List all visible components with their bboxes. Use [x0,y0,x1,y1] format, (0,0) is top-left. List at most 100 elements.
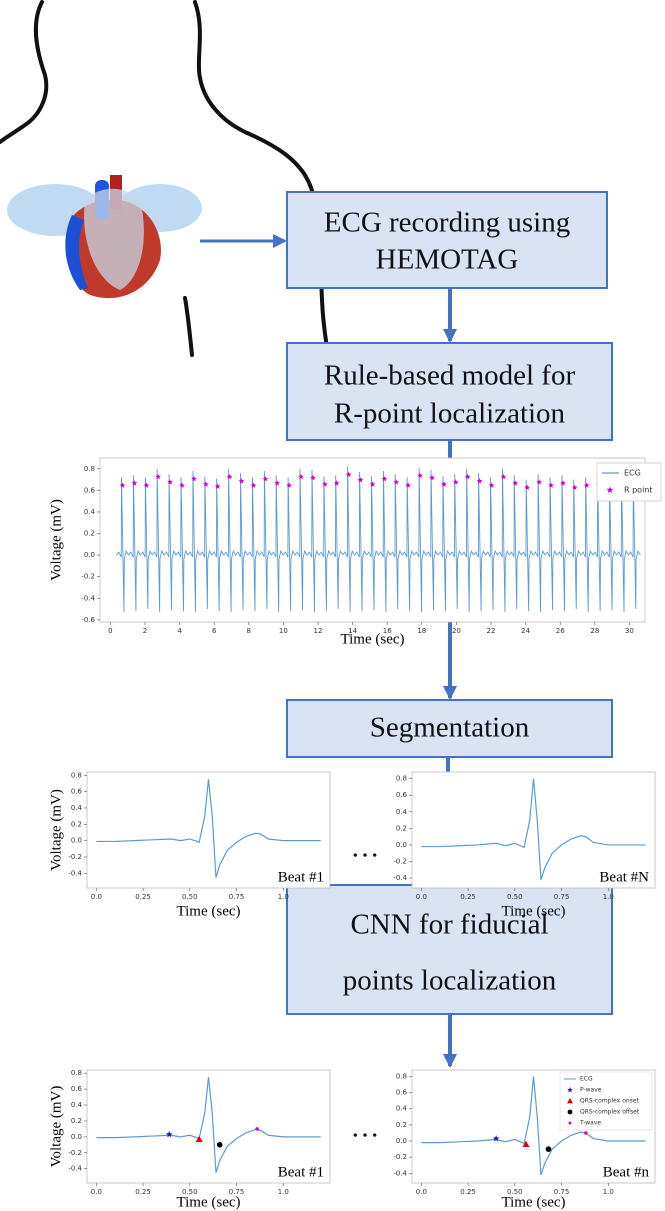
fiducial-marker [567,1109,573,1115]
ecg-beat [247,477,260,612]
r-point [524,484,531,491]
beat-label: Beat #n [603,1164,650,1180]
x-tick-label: 0.50 [182,893,198,901]
fiducial-marker [545,1146,552,1152]
plot-frame [411,771,656,889]
r-point [274,480,281,486]
x-tick-label: 30 [625,627,634,635]
x-tick-label: 26 [556,627,565,635]
y-tick-label: 0.8 [84,465,95,473]
x-tick-label: 0 [108,627,112,635]
ecg-beat [199,476,213,610]
ecg-beat [556,475,570,612]
plot-frame [86,771,331,889]
x-tick-label: 0.50 [507,893,523,901]
legend-label: T-wave [579,1120,601,1127]
x-tick-label: 1.0 [278,893,289,901]
x-tick-label: 4 [177,627,182,635]
legend-label: ECG [580,1076,593,1083]
legend-label: R point [624,486,653,495]
ecg-beat [449,474,463,610]
y-tick-label: 0.8 [396,775,407,783]
x-tick-label: 10 [279,627,288,635]
ecg-beat [116,477,129,613]
r-point [143,482,150,488]
r-point [286,482,292,488]
y-tick-label: 0.0 [84,551,95,559]
y-tick-label: 0.2 [396,1121,407,1129]
r-point [488,482,495,488]
flow-boxes: ECG recording using HEMOTAG Rule-based mod… [286,191,613,1015]
ecg-beat [211,478,225,612]
x-tick-label: 14 [348,627,357,635]
y-tick-label: 0.6 [396,1089,408,1097]
x-tick-label: 0.75 [554,1188,570,1196]
legend-box [596,462,662,502]
fiducial-marker [492,1135,500,1142]
r-point [262,475,269,482]
process-box [286,342,613,441]
y-tick-label: 0.6 [396,791,408,799]
legend-label: QRS-complex offset [580,1109,640,1116]
x-axis-label: Time (sec) [176,1194,240,1210]
x-tick-label: 0.25 [135,893,151,901]
x-tick-label: 0.75 [229,893,245,901]
box-text: Rule-based model for [324,360,576,392]
ecg-beat [544,477,558,611]
x-axis-label: Time (sec) [501,1194,565,1210]
y-tick-label: -0.2 [68,853,82,861]
ecg-beat [568,479,582,610]
y-tick-label: -0.4 [393,874,407,882]
y-tick-label: 0.0 [396,1137,407,1145]
ecg-beat [318,476,332,612]
box-text: CNN for fiducial [350,909,548,941]
y-tick-label: -0.4 [68,869,82,877]
y-tick-label: 0.8 [71,771,82,779]
x-tick-label: 28 [590,627,599,635]
r-point [191,475,197,482]
r-point [238,478,245,484]
r-point [369,481,376,487]
y-axis-label: Voltage (mV) [48,499,64,581]
x-tick-label: 0.0 [416,1188,427,1196]
y-tick-label: 0.4 [396,1105,408,1113]
r-point [452,479,459,485]
ecg-beat [497,468,510,613]
x-tick-label: 0.50 [507,1188,523,1196]
y-tick-label: 0.4 [84,508,96,516]
y-tick-label: 0.6 [84,486,96,494]
y-tick-label: -0.2 [393,857,407,865]
y-tick-label: -0.6 [81,616,95,624]
plot-frame [86,1069,331,1184]
legend-label: ECG [624,469,641,478]
ecg-beat [532,474,546,613]
fiducial-marker [255,1127,259,1131]
y-tick-label: 0.2 [84,530,95,538]
r-point [417,472,423,479]
ecg-beat [187,470,201,613]
fiducial-marker [584,1131,588,1135]
ecg-beat [378,470,391,613]
ecg-beat [520,479,534,612]
r-point [381,475,388,482]
r-point [167,479,173,485]
x-tick-label: 0.0 [91,1188,102,1196]
r-point [536,479,542,485]
y-tick-label: -0.4 [393,1169,407,1177]
r-point [119,482,126,488]
y-axis-label: Voltage (mV) [48,1086,64,1168]
x-tick-label: 18 [417,627,426,635]
ecg-beat [282,477,296,612]
ecg-beat [330,475,344,610]
ecg-beat-line [421,778,646,880]
r-point [155,473,161,480]
x-tick-label: 1.0 [603,893,614,901]
ellipsis: … [351,832,380,864]
y-tick-label: -0.2 [81,573,95,581]
ecg-beat [580,477,594,613]
y-tick-label: 0.6 [71,788,83,796]
ecg-beat [354,472,368,612]
x-tick-label: 0.75 [229,1188,245,1196]
x-tick-label: 6 [212,627,217,635]
fiducial-marker [165,1130,173,1138]
